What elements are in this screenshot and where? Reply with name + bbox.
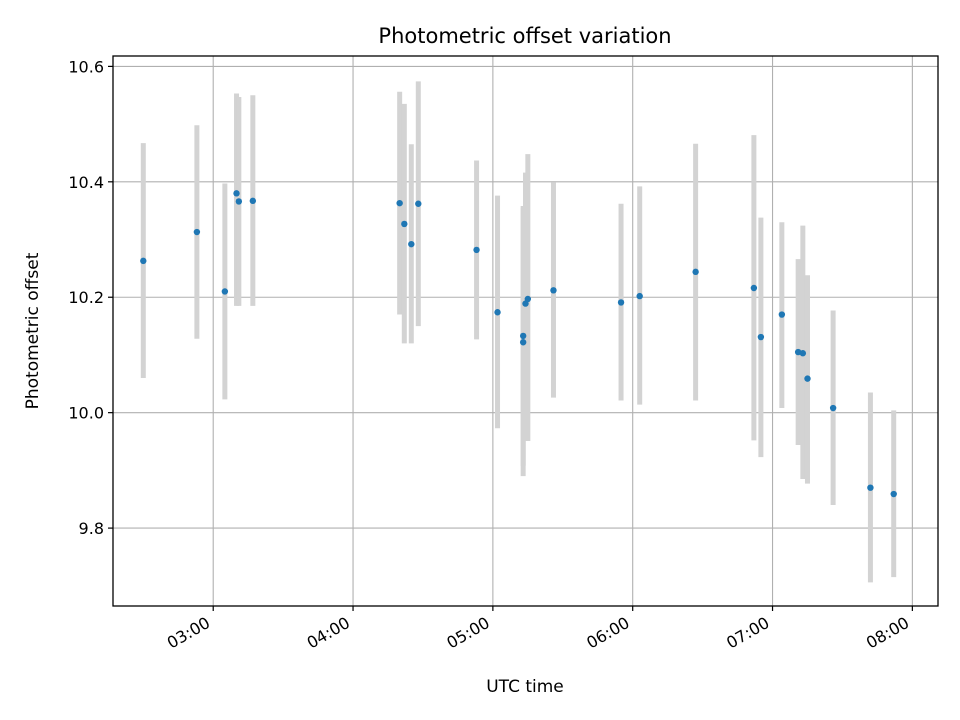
data-point	[401, 220, 408, 228]
y-tick-label: 10.2	[68, 288, 104, 307]
plot-frame	[112, 55, 939, 607]
data-point	[829, 404, 837, 412]
data-point	[519, 339, 527, 346]
data-point	[249, 197, 257, 205]
data-point	[396, 199, 403, 207]
data-point	[473, 246, 480, 254]
data-point	[617, 299, 625, 306]
data-points	[140, 190, 897, 498]
y-tick-label: 10.4	[68, 173, 104, 192]
x-axis-title: UTC time	[486, 677, 564, 697]
data-point	[415, 200, 422, 207]
data-point	[636, 292, 643, 300]
y-tick-label: 10.0	[68, 404, 104, 423]
data-point	[235, 198, 243, 205]
chart-title: Photometric offset variation	[378, 24, 671, 48]
data-point	[890, 490, 897, 498]
data-point	[524, 295, 532, 303]
data-point	[867, 484, 874, 491]
data-point	[750, 284, 758, 292]
data-point	[233, 190, 240, 197]
data-point	[692, 268, 699, 276]
y-axis-title: Photometric offset	[23, 252, 43, 409]
data-point	[799, 350, 807, 357]
data-point	[221, 288, 229, 295]
data-point	[804, 375, 811, 382]
data-point	[778, 311, 786, 318]
data-point	[550, 287, 557, 294]
data-point	[193, 228, 201, 236]
data-point	[140, 257, 147, 265]
data-point	[757, 333, 765, 341]
data-point	[408, 240, 415, 248]
data-point	[494, 309, 501, 316]
y-tick-label: 9.8	[79, 519, 104, 538]
y-tick-label: 10.6	[68, 57, 104, 76]
data-point	[519, 332, 527, 340]
